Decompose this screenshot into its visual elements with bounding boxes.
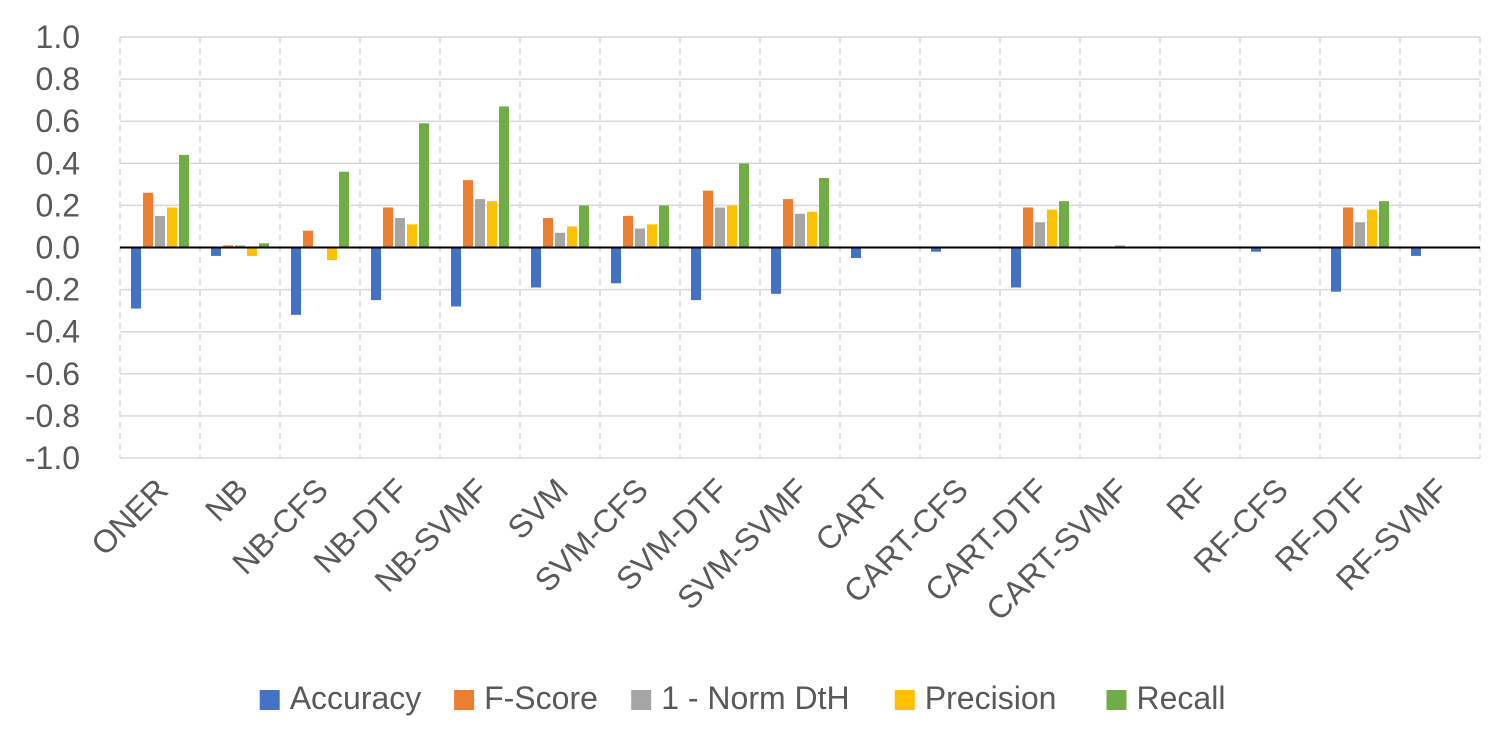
y-tick-label: 0.6 <box>36 103 80 139</box>
bar-recall-nb-dtf <box>419 123 429 248</box>
y-tick-label: 1.0 <box>36 19 80 55</box>
bar-precision-svm-cfs <box>647 224 657 248</box>
legend-item: Precision <box>894 680 1057 716</box>
legend-item: Accuracy <box>259 680 422 716</box>
bar-1-norm-dth-oner <box>155 215 165 248</box>
bar-precision-svm-svmf <box>807 211 817 248</box>
y-tick-label: 0.4 <box>36 145 80 181</box>
bar-f-score-nb-cfs <box>303 230 313 248</box>
y-tick-label: -0.6 <box>25 356 80 392</box>
y-tick-label: 0.0 <box>36 230 80 266</box>
bar-accuracy-svm-cfs <box>611 247 621 284</box>
y-tick-label: 0.8 <box>36 61 80 97</box>
x-category-label: SVM <box>500 471 574 545</box>
bar-recall-cart-dtf <box>1059 201 1069 248</box>
bar-f-score-oner <box>143 192 153 248</box>
bar-1-norm-dth-cart-dtf <box>1035 222 1045 248</box>
bar-f-score-svm-dtf <box>703 190 713 248</box>
legend-swatch <box>259 690 280 710</box>
bar-f-score-cart-dtf <box>1023 207 1033 248</box>
bar-recall-svm-svmf <box>819 178 829 248</box>
bar-1-norm-dth-svm-svmf <box>795 213 805 248</box>
bar-f-score-svm-svmf <box>783 199 793 248</box>
bar-f-score-svm <box>543 218 553 248</box>
bar-precision-svm-dtf <box>727 205 737 248</box>
bar-recall-nb <box>259 243 269 248</box>
bar-1-norm-dth-svm <box>555 232 565 248</box>
bar-accuracy-svm-svmf <box>771 247 781 294</box>
bar-accuracy-cart <box>851 247 861 259</box>
y-tick-label: -0.4 <box>25 314 80 350</box>
bar-accuracy-svm-dtf <box>691 247 701 301</box>
bar-precision-svm <box>567 226 577 248</box>
bar-precision-oner <box>167 207 177 248</box>
bar-1-norm-dth-nb <box>235 245 245 248</box>
legend-item: Recall <box>1106 680 1226 716</box>
bar-accuracy-cart-dtf <box>1011 247 1021 288</box>
bar-recall-svm-cfs <box>659 205 669 248</box>
legend-label: Recall <box>1137 680 1226 716</box>
bar-precision-nb-svmf <box>487 201 497 248</box>
legend-label: Accuracy <box>290 680 422 716</box>
bar-accuracy-rf-svmf <box>1411 247 1421 256</box>
y-tick-label: -0.8 <box>25 398 80 434</box>
legend-swatch <box>631 690 652 710</box>
x-category-label: RF <box>1159 471 1215 527</box>
x-category-label: CART-SVMF <box>979 471 1135 627</box>
x-category-label: ONER <box>84 471 175 562</box>
bar-recall-nb-svmf <box>499 106 509 248</box>
bar-f-score-nb-svmf <box>463 180 473 248</box>
bar-precision-cart-dtf <box>1047 209 1057 248</box>
x-category-label: NB <box>198 471 255 528</box>
bar-recall-oner <box>179 154 189 248</box>
bar-accuracy-oner <box>131 247 141 309</box>
bar-precision-nb <box>247 247 257 256</box>
bar-accuracy-nb-svmf <box>451 247 461 307</box>
bar-accuracy-cart-cfs <box>931 247 941 252</box>
bar-accuracy-nb <box>211 247 221 256</box>
legend-label: 1 - Norm DtH <box>661 680 849 716</box>
bar-precision-nb-dtf <box>407 224 417 248</box>
bar-1-norm-dth-cart-svmf <box>1115 245 1125 248</box>
legend-swatch <box>894 690 915 710</box>
legend-item: F-Score <box>454 680 598 716</box>
legend: Accuracy F-Score 1 - Norm DtH Precision Reca… <box>259 680 1226 716</box>
bar-accuracy-nb-cfs <box>291 247 301 315</box>
legend-swatch <box>1106 690 1127 710</box>
bars <box>131 106 1421 315</box>
bar-f-score-nb <box>223 245 233 248</box>
bar-recall-rf-dtf <box>1379 201 1389 248</box>
bar-precision-rf-dtf <box>1367 209 1377 248</box>
bar-precision-nb-cfs <box>327 247 337 261</box>
bar-f-score-svm-cfs <box>623 215 633 248</box>
bar-1-norm-dth-rf-dtf <box>1355 222 1365 248</box>
legend-item: 1 - Norm DtH <box>631 680 850 716</box>
y-tick-label: -0.2 <box>25 272 80 308</box>
bar-recall-svm-dtf <box>739 163 749 248</box>
bar-1-norm-dth-nb-dtf <box>395 218 405 248</box>
y-tick-label: 0.2 <box>36 187 80 223</box>
bar-f-score-rf-dtf <box>1343 207 1353 248</box>
bar-accuracy-svm <box>531 247 541 288</box>
bar-accuracy-rf-dtf <box>1331 247 1341 292</box>
y-tick-label: -1.0 <box>25 440 80 476</box>
bar-recall-nb-cfs <box>339 171 349 248</box>
legend-label: Precision <box>925 680 1057 716</box>
bar-1-norm-dth-svm-dtf <box>715 207 725 248</box>
bar-recall-svm <box>579 205 589 248</box>
legend-swatch <box>454 690 475 710</box>
bar-accuracy-nb-dtf <box>371 247 381 301</box>
legend-label: F-Score <box>484 680 598 716</box>
bar-f-score-nb-dtf <box>383 207 393 248</box>
bar-accuracy-rf-cfs <box>1251 247 1261 252</box>
bar-1-norm-dth-svm-cfs <box>635 228 645 248</box>
bar-1-norm-dth-nb-svmf <box>475 199 485 248</box>
